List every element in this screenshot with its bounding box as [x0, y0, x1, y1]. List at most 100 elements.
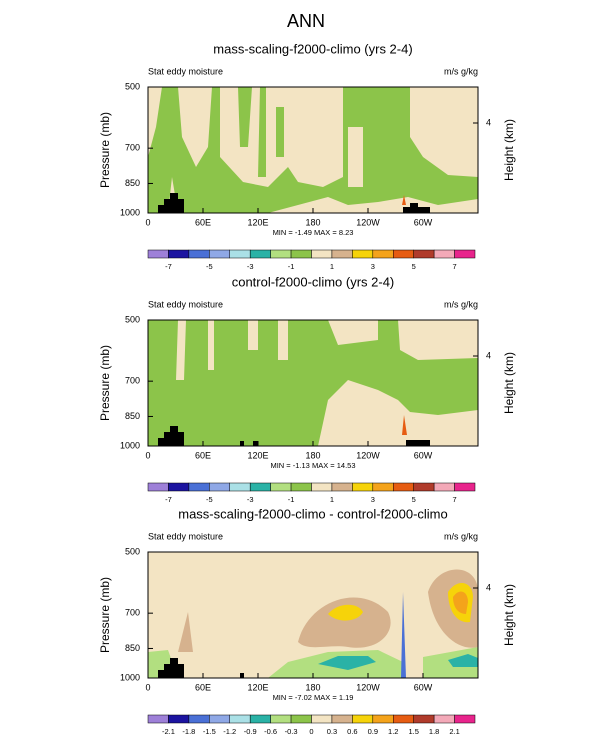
- colorbar-box: [168, 482, 190, 492]
- colorbar-label: -1.8: [182, 727, 195, 736]
- colorbar-box: [311, 482, 333, 492]
- y-tick-label: 700: [125, 608, 140, 618]
- x-tick-label: 120W: [356, 450, 380, 460]
- x-tick-label: 60W: [414, 450, 433, 460]
- colorbar-box: [290, 714, 312, 724]
- y2-tick-label: 4: [486, 582, 491, 592]
- y2-tick-label: 4: [486, 117, 491, 127]
- colorbar-box: [413, 714, 435, 724]
- x-tick-label: 180: [305, 682, 320, 692]
- colorbar-box: [168, 714, 190, 724]
- colorbar-label: 1.5: [408, 727, 418, 736]
- colorbar-label: -1.2: [223, 727, 236, 736]
- colorbar-box: [168, 249, 190, 259]
- y-tick-label: 500: [125, 546, 140, 556]
- colorbar-box: [372, 249, 394, 259]
- x-tick-label: 0: [145, 217, 150, 227]
- colorbar-label: -7: [165, 262, 172, 271]
- y-axis-label: Pressure (mb): [98, 577, 112, 653]
- colorbar-box: [433, 249, 455, 259]
- colorbar-label: -1.5: [203, 727, 216, 736]
- colorbar-box: [454, 714, 476, 724]
- left-label: Stat eddy moisture: [148, 531, 223, 541]
- colorbar-label: 3: [371, 262, 375, 271]
- colorbar-box: [270, 249, 292, 259]
- panel-title: control-f2000-climo (yrs 2-4): [232, 274, 395, 289]
- right-label: m/s g/kg: [444, 66, 478, 76]
- right-label: m/s g/kg: [444, 531, 478, 541]
- y-tick-label: 700: [125, 376, 140, 386]
- panel-title: mass-scaling-f2000-climo - control-f2000…: [178, 506, 447, 521]
- colorbar-box: [413, 249, 435, 259]
- colorbar-box: [331, 249, 353, 259]
- colorbar-box: [188, 482, 210, 492]
- colorbar-box: [229, 249, 251, 259]
- min-max: MIN = -7.02 MAX = 1.19: [273, 693, 354, 702]
- colorbar-label: -3: [247, 495, 254, 504]
- colorbar-label: 0.3: [327, 727, 337, 736]
- colorbar-box: [352, 249, 374, 259]
- colorbar-box: [331, 482, 353, 492]
- colorbar-label: 0: [309, 727, 313, 736]
- colorbar-box: [209, 249, 230, 259]
- contour-field: [148, 552, 478, 678]
- x-tick-label: 180: [305, 217, 320, 227]
- x-tick-label: 60W: [414, 217, 433, 227]
- colorbar-box: [209, 714, 230, 724]
- y-tick-label: 1000: [120, 440, 140, 450]
- colorbar-box: [290, 249, 312, 259]
- x-tick-label: 120W: [356, 217, 380, 227]
- colorbar-box: [209, 482, 230, 492]
- x-tick-label: 180: [305, 450, 320, 460]
- colorbar-box: [249, 714, 271, 724]
- y2-axis-label: Height (km): [502, 119, 516, 181]
- left-label: Stat eddy moisture: [148, 299, 223, 309]
- colorbar-box: [249, 482, 271, 492]
- colorbar-box: [433, 714, 455, 724]
- x-tick-label: 120E: [247, 450, 268, 460]
- contour-field: [148, 320, 478, 446]
- colorbar-label: -2.1: [162, 727, 175, 736]
- x-tick-label: 0: [145, 682, 150, 692]
- colorbar-box: [311, 714, 333, 724]
- colorbar-box: [413, 482, 435, 492]
- colorbar-box: [393, 714, 414, 724]
- colorbar-box: [290, 482, 312, 492]
- right-label: m/s g/kg: [444, 299, 478, 309]
- colorbar-label: 5: [412, 262, 416, 271]
- panel-title: mass-scaling-f2000-climo (yrs 2-4): [213, 41, 412, 56]
- colorbar-label: 5: [412, 495, 416, 504]
- colorbar-box: [147, 482, 169, 492]
- y-axis-label: Pressure (mb): [98, 112, 112, 188]
- colorbar-label: 1: [330, 495, 334, 504]
- colorbar-label: -5: [206, 262, 213, 271]
- colorbar-box: [188, 714, 210, 724]
- y-tick-label: 850: [125, 643, 140, 653]
- x-tick-label: 120E: [247, 217, 268, 227]
- colorbar-box: [372, 482, 394, 492]
- contour-field: [148, 87, 478, 213]
- x-tick-label: 60E: [195, 450, 211, 460]
- min-max: MIN = -1.13 MAX = 14.53: [270, 461, 355, 470]
- colorbar-label: 2.1: [449, 727, 459, 736]
- colorbar-box: [270, 482, 292, 492]
- colorbar-box: [454, 249, 476, 259]
- colorbar-label: 3: [371, 495, 375, 504]
- colorbar-box: [352, 482, 374, 492]
- x-tick-label: 60W: [414, 682, 433, 692]
- colorbar-label: 1.2: [388, 727, 398, 736]
- colorbar-label: -3: [247, 262, 254, 271]
- colorbar-label: 0.6: [347, 727, 357, 736]
- colorbar-label: -1: [288, 262, 295, 271]
- colorbar-box: [270, 714, 292, 724]
- colorbar-label: -0.9: [244, 727, 257, 736]
- y-tick-label: 1000: [120, 672, 140, 682]
- colorbar-box: [229, 482, 251, 492]
- y-tick-label: 500: [125, 81, 140, 91]
- colorbar-box: [331, 714, 353, 724]
- colorbar-box: [352, 714, 374, 724]
- x-tick-label: 0: [145, 450, 150, 460]
- colorbar-label: -0.6: [264, 727, 277, 736]
- x-tick-label: 60E: [195, 682, 211, 692]
- y2-axis-label: Height (km): [502, 584, 516, 646]
